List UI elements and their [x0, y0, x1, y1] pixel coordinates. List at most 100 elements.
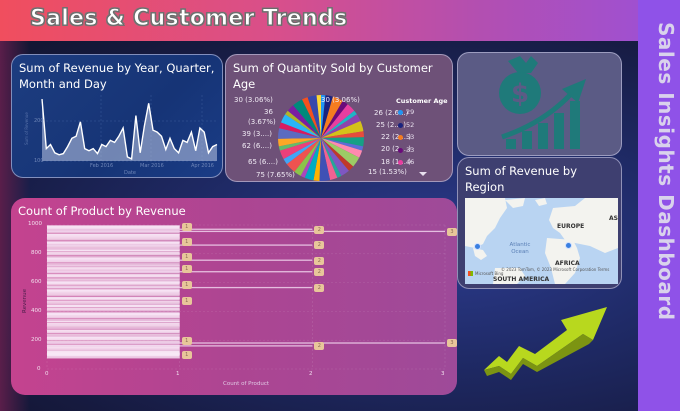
pie-label: 39 (3....)	[242, 130, 272, 138]
money-growth-icon-card: $	[457, 52, 622, 156]
legend-label: 53	[406, 133, 415, 141]
pie-label: 18 (1....)	[381, 158, 411, 166]
pie-label: 30 (3.06%)	[321, 96, 360, 104]
data-label-badge: 2	[314, 342, 325, 351]
pie-label: 15 (1.53%)	[368, 168, 407, 176]
data-label-badge: 2	[314, 225, 325, 234]
pie-label: 75 (7.65%)	[256, 171, 295, 179]
legend-label: 29	[406, 108, 415, 116]
pie-slice[interactable]	[321, 138, 342, 178]
pie-slice[interactable]	[321, 138, 364, 151]
pie-slice[interactable]	[321, 100, 348, 138]
pie-slice[interactable]	[321, 95, 333, 138]
pie-slice[interactable]	[286, 138, 321, 172]
money-bag-growth-icon: $	[499, 56, 586, 149]
legend-item[interactable]: 53	[398, 133, 414, 141]
legend-item[interactable]: 29	[398, 108, 414, 116]
map-label-europe: EUROPE	[557, 223, 585, 230]
pie-label: 25 (2....)	[376, 121, 406, 129]
quantity-pie-chart-card[interactable]: Sum of Quantity Sold by Customer Age 30 …	[225, 54, 453, 182]
revenue-line-chart[interactable]: Sum of Revenue	[12, 55, 223, 178]
pie-slice[interactable]	[321, 138, 349, 176]
pie-label: 62 (6....)	[242, 142, 272, 150]
y-tick: 400	[31, 308, 42, 314]
data-label-badge: 2	[314, 256, 325, 265]
legend-dot	[398, 159, 403, 165]
pie-slice[interactable]	[321, 114, 361, 138]
y-axis-label: Revenue	[21, 289, 28, 313]
pie-label: (3.67%)	[248, 118, 276, 126]
pie-slice[interactable]	[316, 94, 321, 138]
pie-slice[interactable]	[321, 94, 326, 138]
data-label-badge: 1	[181, 223, 192, 232]
pie-slice[interactable]	[313, 138, 321, 181]
y-tick: 1000	[28, 221, 42, 227]
pie-slice[interactable]	[319, 138, 331, 181]
legend-item[interactable]: 52	[398, 121, 414, 129]
map-label-asia: AS	[609, 215, 618, 222]
pie-slice[interactable]	[321, 138, 363, 158]
pie-slice[interactable]	[321, 120, 364, 138]
pie-slice[interactable]	[285, 110, 321, 138]
pie-slice[interactable]	[321, 110, 357, 138]
pie-slice[interactable]	[321, 96, 343, 138]
x-tick: 0	[45, 371, 49, 377]
legend-item[interactable]: 33	[398, 146, 414, 154]
side-dashboard-title: Sales Insights Dashboard	[654, 22, 678, 321]
legend-label: 52	[406, 121, 415, 129]
map-pin-europe[interactable]	[565, 242, 572, 249]
pie-slice[interactable]	[321, 138, 338, 181]
y-tick: 0	[37, 366, 41, 372]
legend-item[interactable]: 46	[398, 158, 414, 166]
region-map-card[interactable]: Sum of Revenue by Region EUROPE AS AFRIC…	[457, 157, 622, 289]
x-axis-label: Count of Product	[223, 381, 270, 387]
quantity-pie-chart-title: Sum of Quantity Sold by Customer Age	[233, 61, 433, 91]
data-label-badge: 2	[314, 283, 325, 292]
pie-slice[interactable]	[283, 138, 322, 165]
legend-title: Customer Age	[396, 97, 448, 105]
world-map-landmass	[465, 198, 618, 284]
pie-slice[interactable]	[300, 138, 321, 178]
revenue-line-chart-title: Sum of Revenue by Year, Quarter, Month a…	[19, 61, 215, 91]
pie-slice[interactable]	[293, 99, 321, 138]
product-count-bar-chart[interactable]	[11, 198, 457, 395]
product-count-bar-chart-card[interactable]: Count of Product by Revenue 1000 800 600…	[11, 198, 457, 395]
pie-slice[interactable]	[279, 138, 321, 160]
pie-slice[interactable]	[280, 114, 321, 138]
pie-slice[interactable]	[304, 138, 321, 181]
map-label-africa: AFRICA	[555, 260, 580, 267]
pie-slice[interactable]	[307, 95, 321, 138]
x-tick: Apr 2016	[191, 163, 214, 169]
product-count-bar-chart-title: Count of Product by Revenue	[18, 204, 186, 218]
chevron-down-icon[interactable]	[418, 171, 428, 177]
svg-text:$: $	[511, 79, 529, 109]
quantity-pie-chart[interactable]	[276, 93, 366, 182]
y-tick: 100	[34, 158, 44, 164]
region-map[interactable]: EUROPE AS AFRICA SOUTH AMERICA Atlantic …	[465, 198, 618, 284]
pie-slice[interactable]	[302, 97, 321, 138]
map-label-atlantic: Atlantic Ocean	[509, 242, 531, 255]
legend-dot	[398, 134, 403, 140]
map-pin-americas[interactable]	[474, 243, 481, 250]
dashboard-canvas: Sum of Revenue by Year, Quarter, Month a…	[0, 41, 638, 411]
pie-slice[interactable]	[321, 137, 364, 147]
data-label-badge: 2	[314, 268, 325, 277]
data-label-badge: 1	[181, 296, 192, 305]
pie-slice[interactable]	[321, 138, 354, 171]
pie-slice[interactable]	[287, 105, 321, 138]
revenue-line-chart-card[interactable]: Sum of Revenue by Year, Quarter, Month a…	[11, 54, 223, 178]
pie-slice[interactable]	[294, 138, 321, 176]
pie-label: 20 (2....)	[381, 145, 411, 153]
pie-slice[interactable]	[321, 138, 360, 167]
pie-label: 30 (3.06%)	[234, 96, 273, 104]
data-label-badge: 1	[181, 265, 192, 274]
pie-slice[interactable]	[321, 104, 355, 138]
pie-slice[interactable]	[279, 122, 321, 138]
map-copyright[interactable]: © 2023 TomTom, © 2023 Microsoft Corporat…	[501, 267, 610, 272]
x-tick: 1	[176, 371, 180, 377]
pie-slice[interactable]	[321, 131, 364, 138]
pie-slice[interactable]	[278, 138, 321, 147]
pie-slice[interactable]	[278, 138, 321, 151]
data-label-badge: 1	[181, 281, 192, 290]
pie-slice[interactable]	[278, 128, 321, 139]
